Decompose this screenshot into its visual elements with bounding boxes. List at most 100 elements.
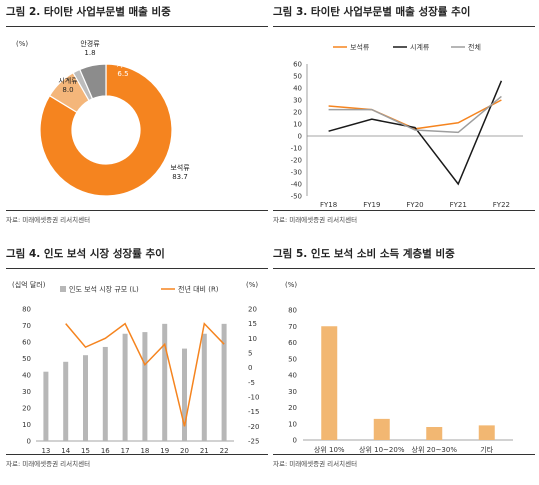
left-tick-label-5: 30 — [22, 388, 31, 396]
slice-label-3: 기타 — [117, 60, 130, 69]
right-tick-label-2: 10 — [248, 335, 257, 343]
slice-label-0: 보석류 — [170, 163, 190, 172]
bar-6 — [162, 323, 168, 441]
right-tick-label-1: 15 — [248, 320, 257, 328]
y-tick-label-3: 30 — [293, 97, 302, 105]
left-tick-label-7: 10 — [22, 421, 31, 429]
fig2-panel: 그림 2. 타이탄 사업부문별 매출 비중 (%) 보석류 83.7 시계류 8.0 안… — [6, 2, 268, 224]
series-line-1 — [328, 80, 503, 186]
x-tick-label-2: 15 — [81, 447, 90, 455]
left-tick-label-8: 0 — [27, 438, 31, 446]
y-tick-label-4: 40 — [288, 372, 297, 380]
x-tick-label-4: 17 — [121, 447, 130, 455]
x-tick-label-5: 18 — [140, 447, 149, 455]
right-tick-label-9: -25 — [248, 438, 259, 446]
fig5-bar-chart: (%) 80 70 60 50 40 30 20 10 0 상위 10% 상위 10~20% 상위 2… — [285, 281, 513, 454]
bar-7 — [182, 348, 187, 441]
x-tick-label-1: 14 — [61, 447, 70, 455]
donut-slice-0 — [39, 63, 173, 197]
fig4-left-unit: (십억 달러) — [12, 280, 46, 289]
fig3-top-rule — [273, 26, 535, 27]
legend-label-0: 보석류 — [350, 43, 370, 52]
y-tick-label-0: 80 — [288, 307, 297, 315]
y-tick-label-2: 40 — [293, 85, 302, 93]
legend-label-bar: 인도 보석 시장 규모 (L) — [69, 285, 139, 294]
fig2-title: 그림 2. 타이탄 사업부문별 매출 비중 — [6, 6, 171, 18]
left-tick-label-4: 40 — [22, 372, 31, 380]
fig4-source: 자료: 미래에셋증권 리서치센터 — [6, 460, 91, 468]
fig5-top-rule — [273, 268, 535, 269]
right-tick-label-8: -20 — [248, 423, 259, 431]
y-tick-label-6: 20 — [288, 404, 297, 412]
series-line-2 — [328, 95, 502, 134]
y-tick-label-10: -40 — [291, 181, 302, 189]
fig4-bottom-rule — [6, 454, 268, 455]
bar-4 — [122, 333, 128, 441]
y-tick-label-1: 70 — [288, 323, 297, 331]
fig5-panel: 그림 5. 인도 보석 소비 소득 계층별 비중 (%) 80 70 60 50 40 3… — [273, 244, 535, 476]
fig3-panel: 그림 3. 타이탄 사업부문별 매출 성장률 추이 60 50 40 30 20 10 0 -… — [273, 2, 535, 224]
fig4-right-unit: (%) — [246, 281, 258, 289]
bar-2 — [426, 427, 443, 440]
fig5-title: 그림 5. 인도 보석 소비 소득 계층별 비중 — [273, 248, 455, 260]
y-tick-label-3: 50 — [288, 355, 297, 363]
fig2-bottom-rule — [6, 210, 268, 211]
fig5-source: 자료: 미래에셋증권 리서치센터 — [273, 460, 358, 468]
slice-value-3: 6.5 — [117, 70, 128, 78]
x-tick-label-2: 상위 20~30% — [412, 445, 458, 454]
fig4-title: 그림 4. 인도 보석 시장 성장률 추이 — [6, 248, 165, 260]
bar-0 — [321, 326, 338, 440]
left-tick-label-2: 60 — [22, 339, 31, 347]
x-tick-label-0: 13 — [41, 447, 50, 455]
slice-label-1: 시계류 — [58, 76, 78, 85]
bar-3 — [478, 425, 495, 440]
x-tick-label-1: FY19 — [363, 201, 380, 209]
fig5-bottom-rule — [273, 454, 535, 455]
y-tick-label-5: 30 — [288, 388, 297, 396]
x-tick-label-8: 21 — [200, 447, 209, 455]
slice-label-2: 안경류 — [80, 39, 100, 48]
y-tick-label-2: 60 — [288, 339, 297, 347]
fig5-unit-label: (%) — [285, 281, 297, 289]
bar-1 — [373, 418, 390, 440]
slice-value-0: 83.7 — [172, 173, 188, 181]
fig4-top-rule — [6, 268, 268, 269]
growth-line — [65, 322, 225, 427]
y-tick-label-8: -20 — [291, 157, 302, 165]
y-tick-label-6: 0 — [298, 133, 302, 141]
bar-5 — [142, 332, 148, 441]
right-tick-label-3: 5 — [248, 350, 252, 358]
fig2-unit-label: (%) — [16, 40, 28, 48]
legend-swatch-bar — [60, 286, 66, 292]
y-tick-label-9: -30 — [291, 169, 302, 177]
legend-label-1: 시계류 — [410, 43, 430, 52]
fig2-source: 자료: 미래에셋증권 리서치센터 — [6, 216, 91, 224]
y-tick-label-5: 10 — [293, 121, 302, 129]
right-tick-label-5: -5 — [248, 379, 255, 387]
bar-2 — [83, 355, 88, 441]
y-tick-label-7: 10 — [288, 420, 297, 428]
bar-0 — [43, 371, 49, 441]
right-tick-label-6: -10 — [248, 394, 259, 402]
left-tick-label-3: 50 — [22, 355, 31, 363]
y-tick-label-4: 20 — [293, 109, 302, 117]
fig3-source: 자료: 미래에셋증권 리서치센터 — [273, 216, 358, 224]
left-tick-label-1: 70 — [22, 322, 31, 330]
y-tick-label-0: 60 — [293, 61, 302, 69]
y-tick-label-7: -10 — [291, 145, 302, 153]
x-tick-label-3: 16 — [101, 447, 110, 455]
x-tick-label-9: 22 — [220, 447, 229, 455]
x-tick-label-3: 기타 — [480, 445, 493, 454]
bar-9 — [221, 323, 227, 441]
left-tick-label-0: 80 — [22, 306, 31, 314]
y-tick-label-1: 50 — [293, 73, 302, 81]
right-tick-label-0: 20 — [248, 306, 257, 314]
legend-label-2: 전체 — [468, 43, 481, 52]
slice-value-2: 1.8 — [84, 49, 95, 57]
y-tick-label-11: -50 — [291, 193, 302, 201]
donut-slice-3 — [78, 63, 107, 100]
x-tick-label-0: FY18 — [320, 201, 337, 209]
left-tick-label-6: 20 — [22, 405, 31, 413]
y-tick-label-8: 0 — [293, 437, 297, 445]
